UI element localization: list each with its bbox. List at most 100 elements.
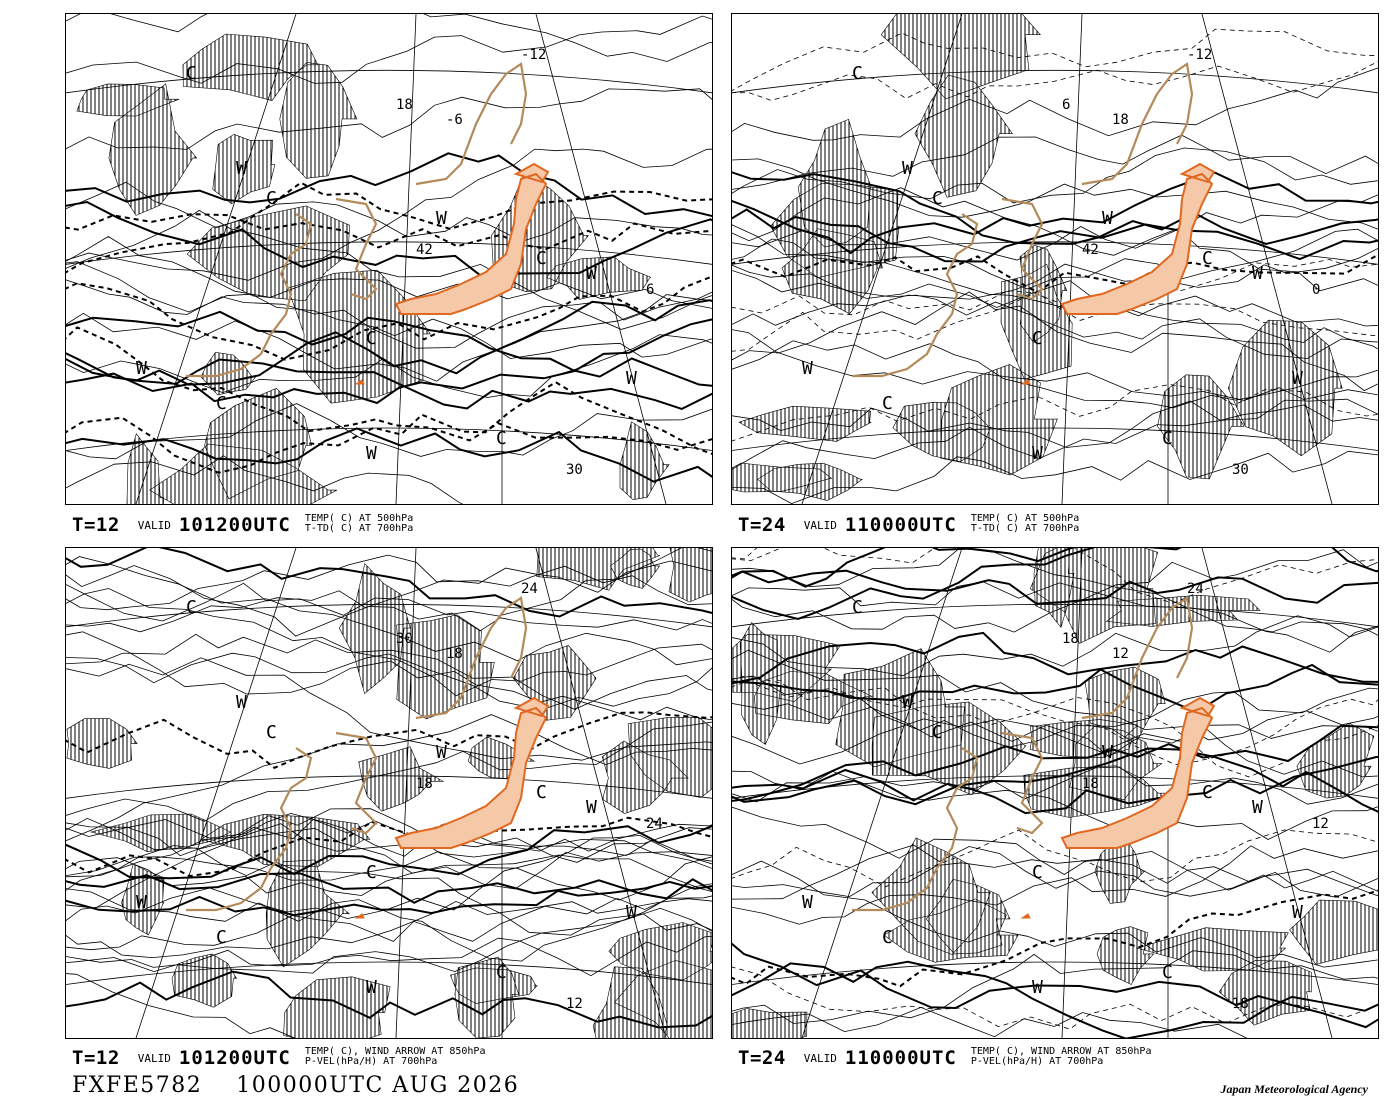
contour-line: [66, 14, 208, 33]
contour-line: [732, 680, 1378, 766]
contour-value-label: 18: [396, 97, 413, 113]
contour-line: [732, 291, 1378, 361]
hatched-region: [1227, 319, 1343, 457]
hatched-region: [1157, 374, 1245, 480]
cold-center-label: C: [366, 862, 377, 883]
cold-center-label: C: [932, 722, 943, 743]
contour-line: [732, 60, 1378, 101]
contour-line: [732, 548, 1378, 621]
hatched-region: [880, 14, 1041, 100]
warm-center-label: W: [136, 358, 147, 379]
field-description: TEMP( C), WIND ARROW AT 850hPa P-VEL(hPa…: [971, 1047, 1152, 1067]
contour-line: [732, 548, 1378, 604]
warm-center-label: W: [1102, 208, 1113, 229]
chart-code: FXFE5782: [72, 1073, 203, 1098]
cold-center-label: C: [216, 393, 227, 414]
contour-line: [732, 675, 1378, 748]
warm-center-label: W: [586, 797, 597, 818]
hatched-region: [212, 133, 276, 205]
coastline: [335, 197, 378, 301]
contour-value-label: 18: [1232, 996, 1249, 1012]
contour-line: [66, 907, 712, 974]
contour-line: [66, 334, 712, 398]
contour-value-label: 18: [1082, 776, 1099, 792]
forecast-hour: T=12: [72, 514, 120, 536]
contour-line: [66, 812, 712, 862]
japan-landmass: [1060, 162, 1216, 315]
contour-line: [423, 14, 712, 62]
hatched-region: [940, 364, 1058, 476]
caption-bottom-left: T=12 VALID 101200UTC TEMP( C), WIND ARRO…: [72, 1043, 485, 1070]
contour-line: [66, 200, 712, 277]
hatched-region: [396, 614, 495, 720]
contour-line: [732, 28, 1378, 92]
contour-value-label: 18: [446, 646, 463, 662]
contour-line: [66, 898, 712, 959]
contour-line: [66, 895, 712, 951]
hatched-region: [601, 740, 689, 814]
hatched-region: [108, 83, 198, 216]
contour-line: [732, 247, 1378, 326]
island-marker: [354, 379, 365, 385]
contour-line: [66, 588, 712, 697]
contour-line: [732, 226, 1378, 292]
latitude-line: [66, 603, 712, 628]
hatched-region: [200, 351, 257, 396]
contour-line: [66, 427, 712, 483]
contour-line: [732, 675, 1378, 778]
cold-center-label: C: [536, 248, 547, 269]
contour-line: [732, 291, 1378, 352]
contour-line: [66, 817, 712, 936]
contour-line: [732, 253, 1378, 294]
contour-line: [66, 455, 464, 504]
contour-line: [66, 827, 712, 891]
contour-line: [732, 548, 1076, 588]
valid-label: VALID: [803, 1052, 837, 1065]
contour-line: [66, 209, 712, 330]
coastline: [415, 62, 528, 186]
coastline: [186, 747, 313, 912]
hatched-region: [1019, 244, 1068, 343]
contour-line: [732, 171, 1378, 255]
meridian-line: [801, 14, 963, 504]
contour-line: [66, 152, 712, 217]
contour-line: [732, 960, 1378, 1038]
meridian-line: [1201, 548, 1333, 1038]
latitude-line: [732, 241, 1378, 265]
hatched-region: [449, 967, 538, 1004]
contour-line: [66, 403, 712, 460]
contour-line: [732, 549, 1378, 633]
cold-center-label: C: [852, 597, 863, 618]
contour-line: [66, 808, 712, 863]
caption-bottom-right: T=24 VALID 110000UTC TEMP( C), WIND ARRO…: [738, 1043, 1152, 1070]
warm-center-label: W: [902, 158, 913, 179]
forecast-hour: T=12: [72, 1047, 120, 1069]
meridian-line: [135, 14, 297, 504]
contour-value-label: 42: [1082, 242, 1099, 258]
hatched-region: [66, 718, 138, 769]
contour-line: [732, 134, 1378, 190]
agency-credit: Japan Meteorological Agency: [1220, 1082, 1368, 1096]
cold-center-label: C: [186, 597, 197, 618]
meridian-line: [395, 548, 417, 1038]
warm-center-label: W: [1292, 368, 1303, 389]
meridian-line: [1061, 548, 1083, 1038]
cold-center-label: C: [496, 962, 507, 983]
cold-center-label: C: [1032, 862, 1043, 883]
contour-value-label: 24: [521, 581, 538, 597]
hatched-region: [1094, 837, 1146, 904]
contour-line: [66, 657, 712, 761]
contour-line: [732, 158, 1378, 230]
contour-line: [732, 845, 1378, 925]
contour-line: [732, 631, 1378, 685]
contour-line: [732, 844, 1378, 900]
contour-line: [732, 238, 1378, 350]
warm-center-label: W: [1032, 977, 1043, 998]
hatched-region: [149, 443, 338, 504]
hatched-region: [732, 1008, 808, 1038]
contour-value-label: 18: [416, 776, 433, 792]
contour-line: [732, 400, 1378, 448]
hatched-region: [926, 878, 1011, 955]
coastline: [1081, 596, 1194, 720]
